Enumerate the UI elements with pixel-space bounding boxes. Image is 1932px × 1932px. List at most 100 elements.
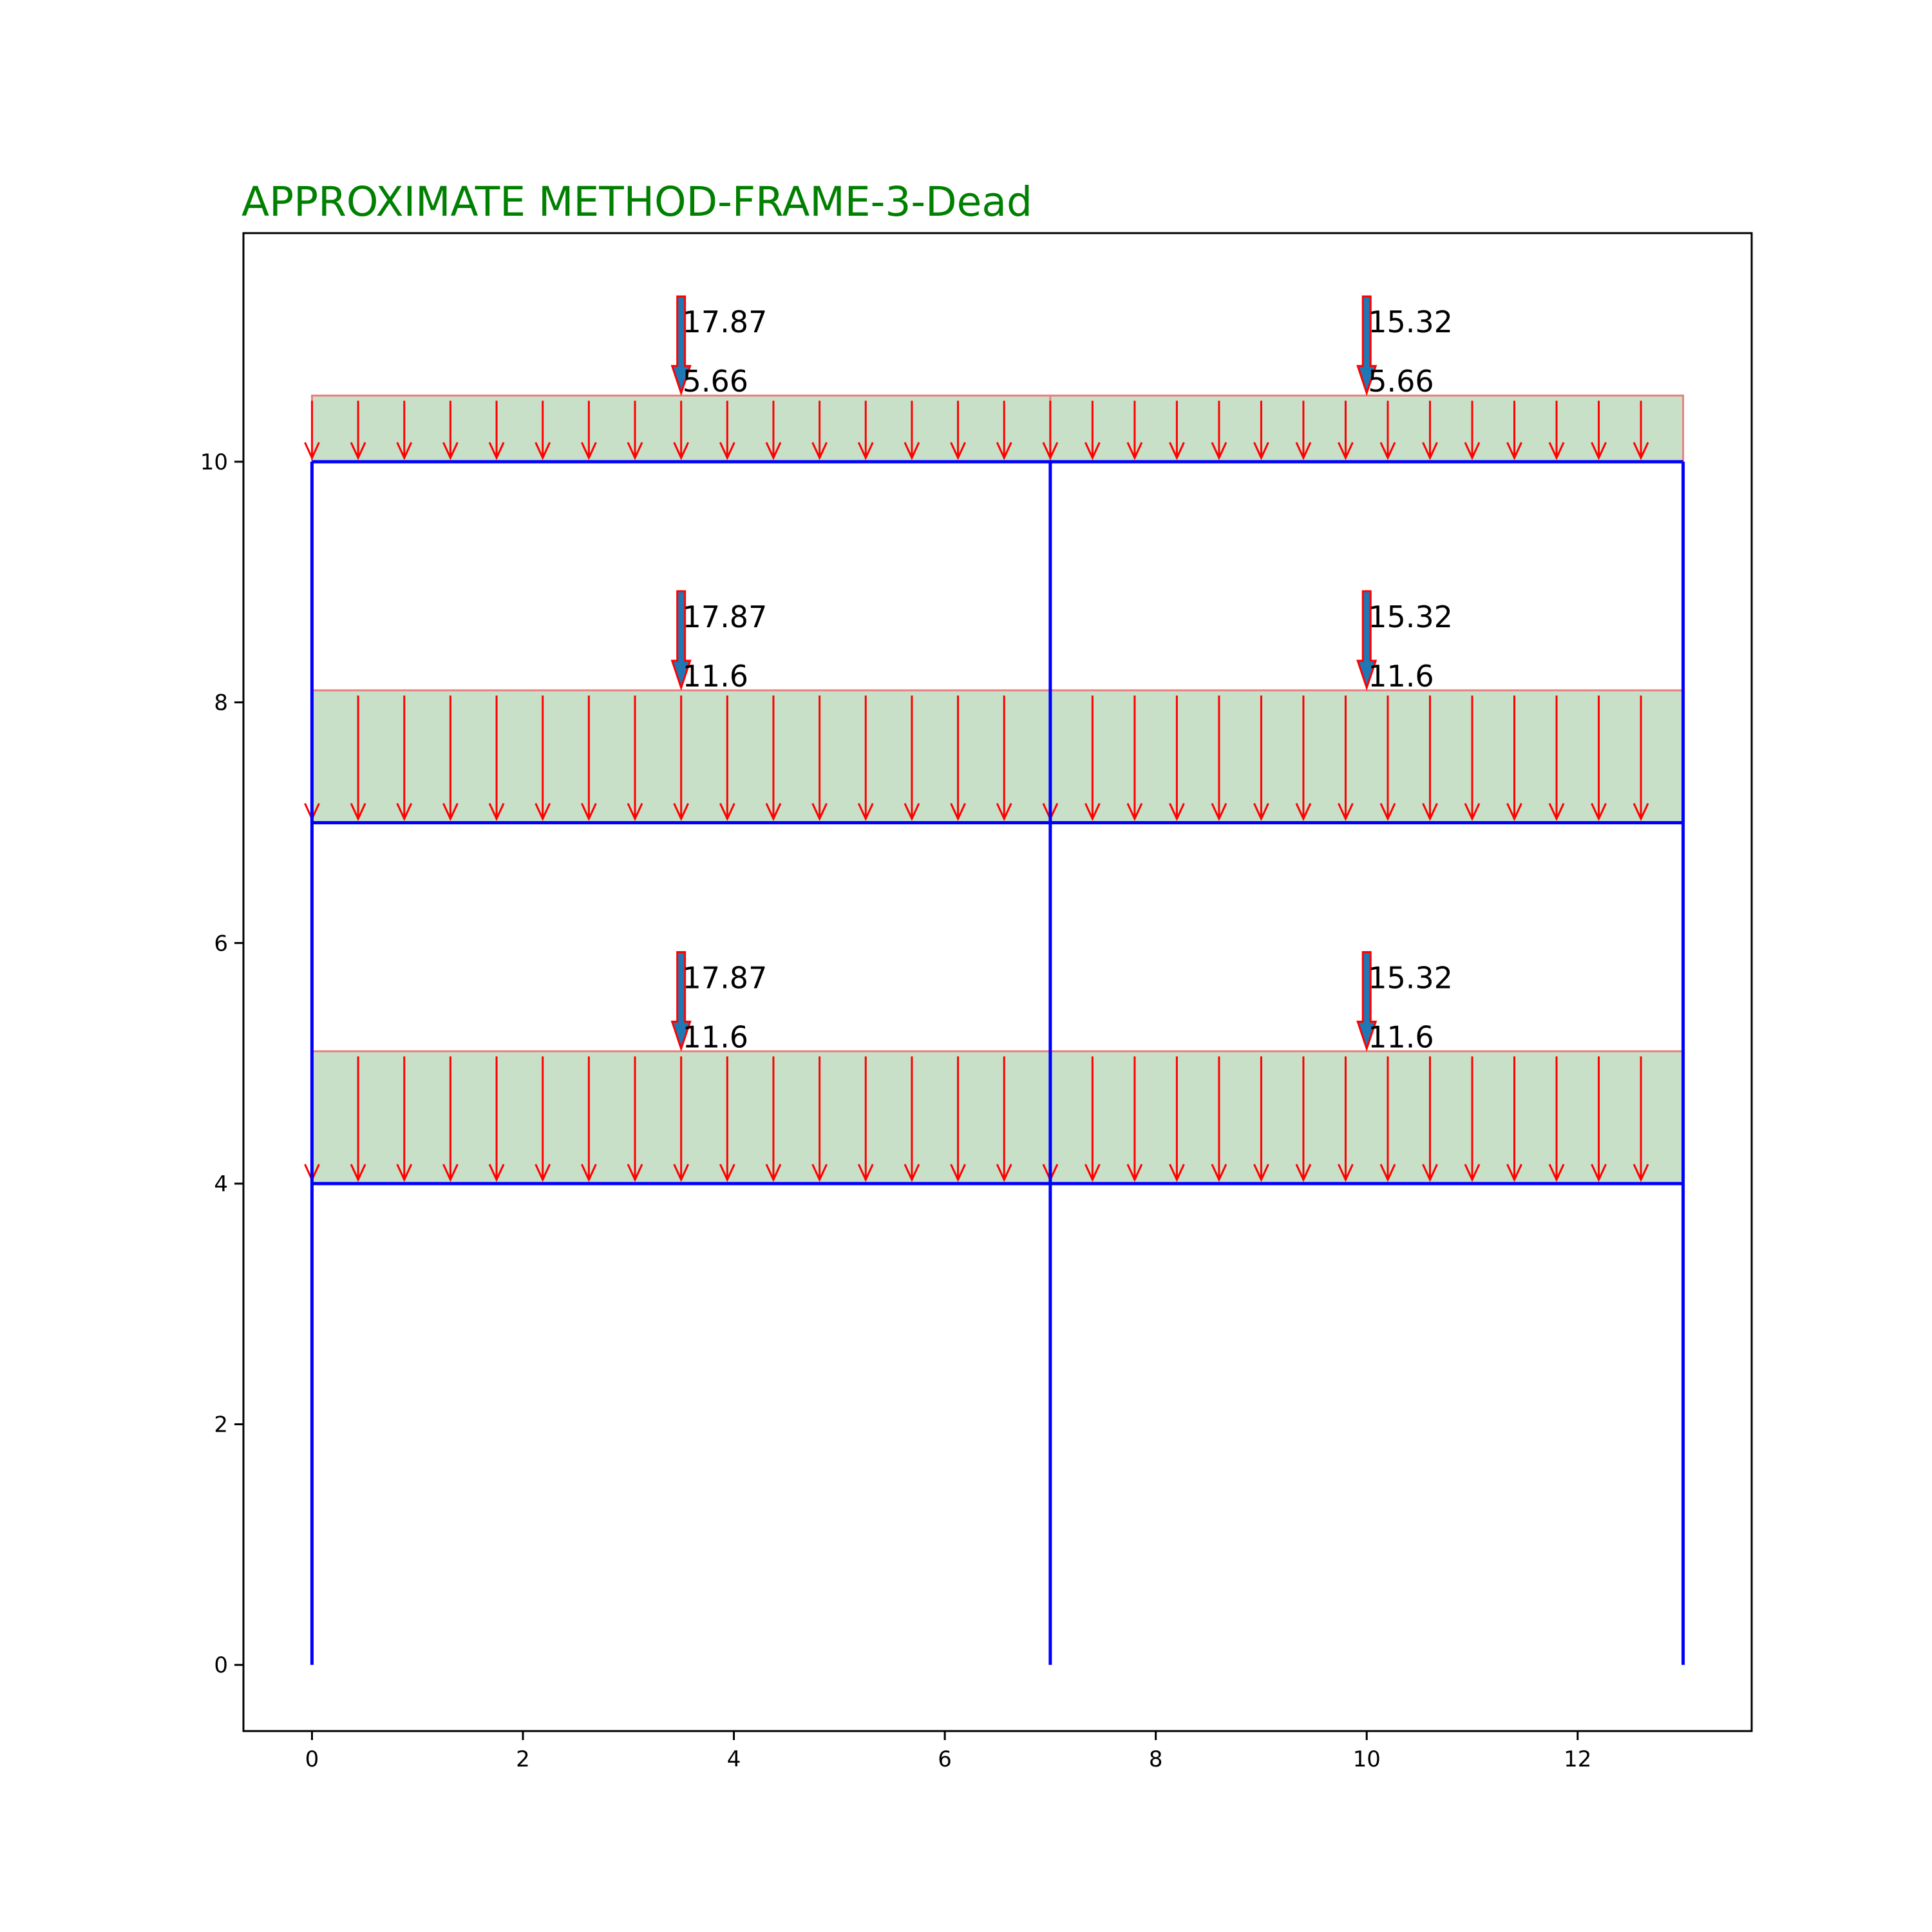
point-load-label: 15.32 [1368, 305, 1453, 339]
udl-arrowhead [904, 802, 920, 822]
udl-arrowhead [1591, 802, 1607, 822]
x-tick-label: 0 [305, 1747, 319, 1772]
frame-layer [310, 460, 1685, 1665]
axes-layer: 0 2 4 6 8 10 12 0 2 4 6 8 10 [200, 232, 1753, 1772]
udl-value-label: 5.66 [1368, 364, 1434, 399]
y-tick-label: 0 [214, 1653, 228, 1678]
udl-arrowhead [1211, 1164, 1227, 1182]
udl-arrowhead [1211, 442, 1227, 460]
udl-arrowhead [442, 1164, 459, 1182]
point-load-label: 17.87 [683, 960, 768, 995]
udl-arrowhead [1506, 802, 1522, 822]
point-load-label: 17.87 [683, 305, 768, 339]
point-load-arrow [670, 590, 692, 691]
udl-arrowhead [535, 1164, 551, 1182]
udl-arrowhead [581, 442, 597, 460]
udl-arrowhead [1211, 802, 1227, 822]
udl-arrowhead [1379, 442, 1396, 460]
udl-arrowhead [904, 1164, 920, 1182]
y-tick-label: 10 [200, 450, 228, 475]
point-load-arrow [670, 295, 692, 396]
udl-arrowhead [904, 442, 920, 460]
udl-arrowhead [1338, 802, 1354, 822]
udl-arrowhead [1591, 1164, 1607, 1182]
udl-arrowhead [1506, 442, 1522, 460]
udl-arrowhead [442, 802, 459, 822]
udl-band-floor-2-bay-2 [1049, 689, 1685, 824]
udl-arrowhead [1548, 802, 1565, 822]
udl-arrowhead [950, 442, 966, 460]
udl-arrowhead [535, 802, 551, 822]
udl-arrowhead [673, 1164, 690, 1182]
udl-arrowhead [1126, 442, 1143, 460]
udl-arrowhead [1253, 1164, 1269, 1182]
y-tick-label: 2 [214, 1412, 228, 1438]
udl-arrowhead [627, 1164, 643, 1182]
udl-arrowhead [1169, 442, 1185, 460]
udl-arrowhead [1126, 1164, 1143, 1182]
udl-arrowhead [811, 1164, 828, 1182]
udl-arrowhead [1464, 442, 1481, 460]
udl-arrowhead [950, 802, 966, 822]
udl-arrowhead [350, 1164, 366, 1182]
udl-arrowhead [1084, 802, 1101, 822]
udl-arrowhead [673, 802, 690, 822]
x-tick-label: 6 [938, 1747, 952, 1772]
udl-value-label: 11.6 [683, 659, 748, 694]
udl-arrowhead [719, 442, 735, 460]
udl-arrowhead [1379, 1164, 1396, 1182]
label-layer: 17.87 11.6 15.32 11.6 17.87 11.6 15.32 11.6 17.8… [670, 295, 1453, 1054]
udl-arrowhead [535, 442, 551, 460]
y-tick-label: 8 [214, 690, 228, 716]
udl-arrowhead [1126, 802, 1143, 822]
udl-arrowhead [811, 802, 828, 822]
udl-arrowhead [765, 1164, 782, 1182]
udl-arrowhead [1379, 802, 1396, 822]
udl-arrowhead [857, 1164, 874, 1182]
udl-arrowhead [811, 442, 828, 460]
udl-arrowhead [1338, 1164, 1354, 1182]
udl-arrowhead [1169, 1164, 1185, 1182]
udl-arrowhead [1464, 1164, 1481, 1182]
point-load-label: 15.32 [1368, 600, 1453, 634]
udl-value-label: 11.6 [1368, 1019, 1434, 1054]
udl-arrowhead [996, 442, 1012, 460]
udl-arrowhead [1506, 1164, 1522, 1182]
point-load-label: 15.32 [1368, 960, 1453, 995]
udl-arrowhead [304, 442, 320, 460]
udl-arrowhead [488, 802, 505, 822]
udl-arrowhead [673, 442, 690, 460]
udl-arrowhead [627, 802, 643, 822]
point-load-arrow [670, 951, 692, 1052]
udl-arrowhead [1295, 1164, 1312, 1182]
udl-value-label: 11.6 [683, 1019, 748, 1054]
y-tick-label: 4 [214, 1171, 228, 1197]
udl-arrowhead [1591, 442, 1607, 460]
udl-arrowhead [1169, 802, 1185, 822]
point-load-arrow [1356, 295, 1378, 396]
udl-arrowhead [350, 442, 366, 460]
x-tick-label: 10 [1353, 1747, 1381, 1772]
udl-arrowhead [1084, 442, 1101, 460]
udl-arrowhead [1422, 1164, 1438, 1182]
udl-arrowhead [488, 442, 505, 460]
chart-title: APPROXIMATE METHOD-FRAME-3-Dead [242, 178, 1032, 225]
udl-arrowhead [488, 1164, 505, 1182]
udl-band-roof-bay-2 [1049, 394, 1685, 463]
point-load-label: 17.87 [683, 600, 768, 634]
udl-arrowhead [950, 1164, 966, 1182]
x-tick-label: 8 [1149, 1747, 1163, 1772]
x-tick-label: 2 [516, 1747, 530, 1772]
udl-arrowhead [396, 442, 413, 460]
udl-arrowhead [857, 802, 874, 822]
udl-arrowhead [350, 802, 366, 822]
udl-arrowhead [1338, 442, 1354, 460]
udl-arrowhead [1548, 1164, 1565, 1182]
udl-arrowhead [765, 802, 782, 822]
udl-arrowhead [1422, 802, 1438, 822]
udl-arrowhead [996, 1164, 1012, 1182]
udl-arrowhead [581, 1164, 597, 1182]
udl-arrowhead [1548, 442, 1565, 460]
udl-arrowhead [1422, 442, 1438, 460]
udl-arrowhead [1295, 442, 1312, 460]
